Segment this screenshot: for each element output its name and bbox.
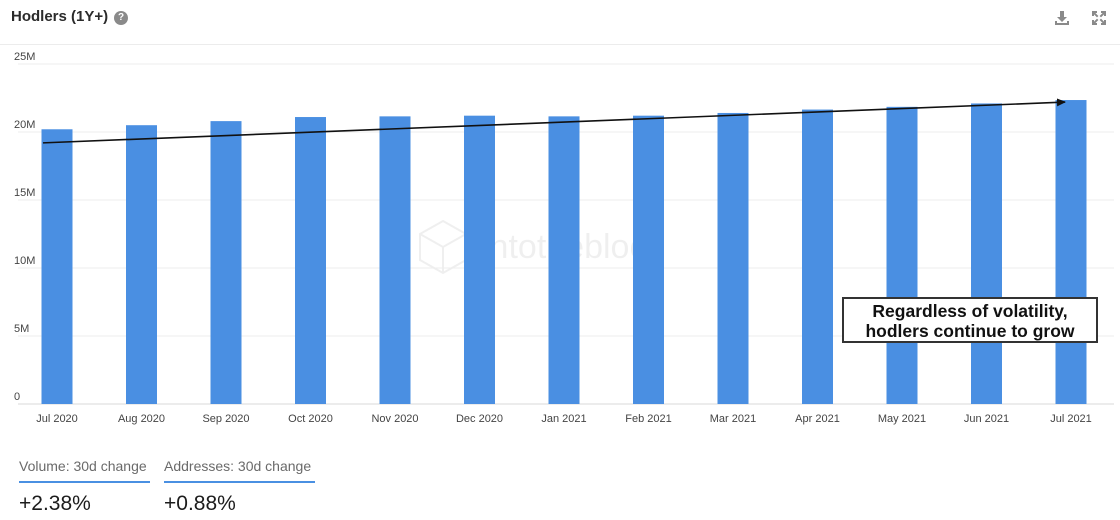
bar[interactable] [1055,100,1087,404]
y-tick-label: 5M [14,323,29,335]
trend-arrow [42,98,1066,144]
bar[interactable] [886,106,918,404]
hodlers-bar-chart: intotheblock 0 5M 10M 15M 20M 25M Jul 2020 Aug… [0,44,1120,434]
bar[interactable] [295,117,326,404]
x-tick-label: May 2021 [878,413,926,425]
bar[interactable] [802,109,833,404]
x-tick-label: Mar 2021 [710,413,756,425]
x-tick-label: Nov 2020 [371,413,418,425]
x-tick-label: Apr 2021 [795,413,840,425]
annotation-callout: Regardless of volatility, hodlers contin… [842,297,1098,343]
bar[interactable] [717,112,749,405]
bar[interactable] [41,129,73,404]
bar[interactable] [210,121,242,405]
x-tick-label: Feb 2021 [625,413,671,425]
watermark: intotheblock [419,219,664,275]
annotation-line-2: hodlers continue to grow [865,321,1075,341]
x-tick-label: Oct 2020 [288,413,333,425]
y-tick-label: 15M [14,187,35,199]
addresses-change-label: Addresses: 30d change [164,458,315,483]
download-icon[interactable] [1053,9,1071,27]
bar[interactable] [379,116,411,405]
annotation-line-1: Regardless of volatility, [872,301,1068,321]
volume-change-value: +2.38% [19,492,91,515]
y-tick-label: 25M [14,51,35,63]
bar[interactable] [971,103,1002,404]
bar[interactable] [464,115,495,405]
x-tick-label: Dec 2020 [456,413,503,425]
stats-panel: Volume: 30d change +2.38% Addresses: 30d… [0,450,1120,520]
addresses-change-value: +0.88% [164,492,236,515]
x-tick-label: Jun 2021 [964,413,1009,425]
chart-canvas: intotheblock 0 5M 10M 15M 20M 25M Jul 2020 Aug… [14,51,1114,425]
x-tick-label: Jul 2020 [36,413,78,425]
volume-change-stat[interactable]: Volume: 30d change +2.38% [19,458,150,516]
addresses-change-stat[interactable]: Addresses: 30d change +0.88% [164,458,315,516]
x-tick-label: Jul 2021 [1050,413,1092,425]
bar[interactable] [548,116,580,405]
watermark-logo-icon [419,219,467,275]
question-circle-icon[interactable]: ? [114,11,128,25]
x-tick-label: Aug 2020 [118,413,165,425]
expand-icon[interactable] [1090,9,1108,27]
chart-title: Hodlers (1Y+) [11,8,109,25]
y-tick-label: 10M [14,255,35,267]
x-tick-label: Jan 2021 [541,413,586,425]
bar[interactable] [126,125,157,404]
bar[interactable] [633,115,664,405]
y-tick-label: 20M [14,119,35,131]
y-tick-label: 0 [14,391,20,403]
chart-header: Hodlers (1Y+) ? [0,0,1120,45]
x-tick-label: Sep 2020 [202,413,249,425]
volume-change-label: Volume: 30d change [19,458,150,483]
